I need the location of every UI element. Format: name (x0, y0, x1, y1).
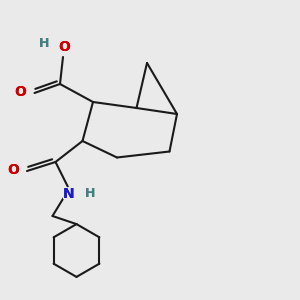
Text: O: O (58, 40, 70, 54)
Text: N: N (63, 187, 75, 200)
Text: H: H (85, 187, 95, 200)
Text: H: H (85, 187, 95, 200)
Text: H: H (39, 37, 50, 50)
Text: O: O (14, 85, 26, 99)
Text: O: O (58, 40, 70, 54)
Text: N: N (63, 187, 75, 200)
Text: O: O (14, 85, 26, 99)
Text: O: O (7, 163, 19, 177)
Text: H: H (39, 37, 50, 50)
Text: O: O (7, 163, 19, 177)
